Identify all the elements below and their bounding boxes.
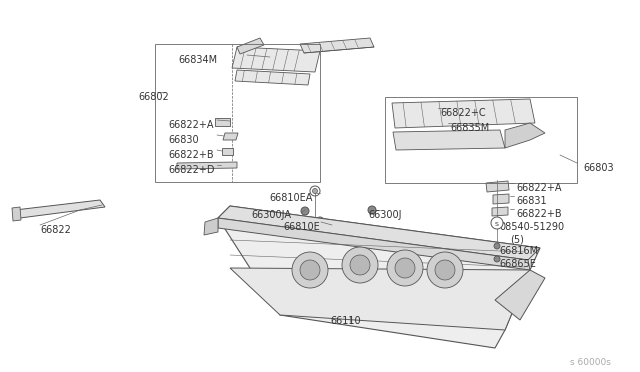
Circle shape [427, 252, 463, 288]
Text: 66110: 66110 [330, 316, 360, 326]
Polygon shape [232, 47, 320, 72]
Bar [155, 44, 320, 182]
Text: 66834M: 66834M [178, 55, 217, 65]
Text: s 60000s: s 60000s [570, 358, 611, 367]
Polygon shape [393, 130, 505, 150]
Text: 08540-51290: 08540-51290 [499, 222, 564, 232]
Text: 66816M: 66816M [499, 246, 538, 256]
Circle shape [494, 243, 500, 249]
Polygon shape [12, 207, 21, 221]
Text: 66822+C: 66822+C [440, 108, 486, 118]
Polygon shape [218, 206, 540, 260]
Polygon shape [300, 38, 374, 53]
Text: 66822+A: 66822+A [516, 183, 561, 193]
Polygon shape [237, 38, 264, 54]
Polygon shape [505, 123, 545, 148]
Text: 66300J: 66300J [368, 210, 401, 220]
Text: 66831: 66831 [516, 196, 547, 206]
Text: 66830: 66830 [168, 135, 198, 145]
Circle shape [368, 206, 376, 214]
Circle shape [494, 256, 500, 262]
Polygon shape [235, 70, 310, 85]
Text: 66822+D: 66822+D [168, 165, 214, 175]
Text: 66865E: 66865E [499, 259, 536, 269]
Text: 66822+A: 66822+A [168, 120, 214, 130]
Circle shape [316, 217, 324, 225]
Circle shape [342, 247, 378, 283]
Bar [385, 97, 577, 183]
Text: 66300JA: 66300JA [251, 210, 291, 220]
Circle shape [301, 207, 309, 215]
Circle shape [350, 255, 370, 275]
Text: 66802: 66802 [138, 92, 169, 102]
Polygon shape [204, 218, 218, 235]
Circle shape [300, 260, 320, 280]
Circle shape [395, 258, 415, 278]
Polygon shape [177, 162, 237, 169]
Polygon shape [492, 207, 508, 216]
Circle shape [387, 250, 423, 286]
Circle shape [435, 260, 455, 280]
Circle shape [491, 217, 503, 229]
Polygon shape [392, 99, 535, 128]
Text: 66822+B: 66822+B [516, 209, 562, 219]
Text: (5): (5) [510, 234, 524, 244]
Polygon shape [230, 268, 530, 330]
Circle shape [310, 186, 320, 196]
Polygon shape [223, 133, 238, 140]
Text: 66822+B: 66822+B [168, 150, 214, 160]
Polygon shape [222, 148, 233, 155]
Text: 66835M: 66835M [450, 123, 489, 133]
Text: 66803: 66803 [583, 163, 614, 173]
Polygon shape [215, 118, 230, 126]
Polygon shape [15, 200, 105, 218]
Polygon shape [218, 206, 540, 348]
Text: 66810EA: 66810EA [269, 193, 312, 203]
Circle shape [292, 252, 328, 288]
Text: S: S [495, 221, 499, 227]
Circle shape [312, 189, 317, 193]
Text: 66810E: 66810E [283, 222, 320, 232]
Polygon shape [495, 270, 545, 320]
Text: 66822: 66822 [40, 225, 71, 235]
Polygon shape [486, 181, 509, 192]
Polygon shape [493, 194, 509, 204]
Polygon shape [218, 218, 530, 270]
